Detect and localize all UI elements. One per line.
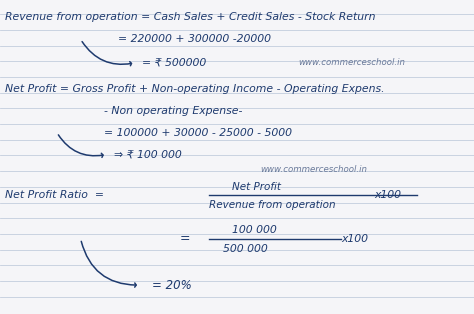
- Text: www.commerceschool.in: www.commerceschool.in: [261, 165, 368, 174]
- Text: - Non operating Expense-: - Non operating Expense-: [104, 106, 243, 116]
- Text: ⇒ ₹ 100 000: ⇒ ₹ 100 000: [114, 149, 182, 160]
- Text: Net Profit = Gross Profit + Non-operating Income - Operating Expens.: Net Profit = Gross Profit + Non-operatin…: [5, 84, 384, 94]
- Text: 500 000: 500 000: [223, 244, 267, 254]
- Text: Net Profit: Net Profit: [232, 182, 281, 192]
- Text: = 220000 + 300000 -20000: = 220000 + 300000 -20000: [118, 34, 272, 44]
- Text: www.commerceschool.in: www.commerceschool.in: [299, 58, 406, 67]
- Text: = ₹ 500000: = ₹ 500000: [142, 58, 207, 68]
- Text: x100: x100: [374, 190, 401, 200]
- Text: 100 000: 100 000: [232, 225, 277, 235]
- Text: x100: x100: [341, 234, 368, 244]
- Text: =: =: [180, 232, 191, 245]
- Text: Revenue from operation: Revenue from operation: [209, 200, 335, 210]
- Text: Net Profit Ratio  =: Net Profit Ratio =: [5, 190, 104, 200]
- Text: = 100000 + 30000 - 25000 - 5000: = 100000 + 30000 - 25000 - 5000: [104, 127, 292, 138]
- Text: = 20%: = 20%: [152, 279, 191, 292]
- Text: Revenue from operation = Cash Sales + Credit Sales - Stock Return: Revenue from operation = Cash Sales + Cr…: [5, 12, 375, 22]
